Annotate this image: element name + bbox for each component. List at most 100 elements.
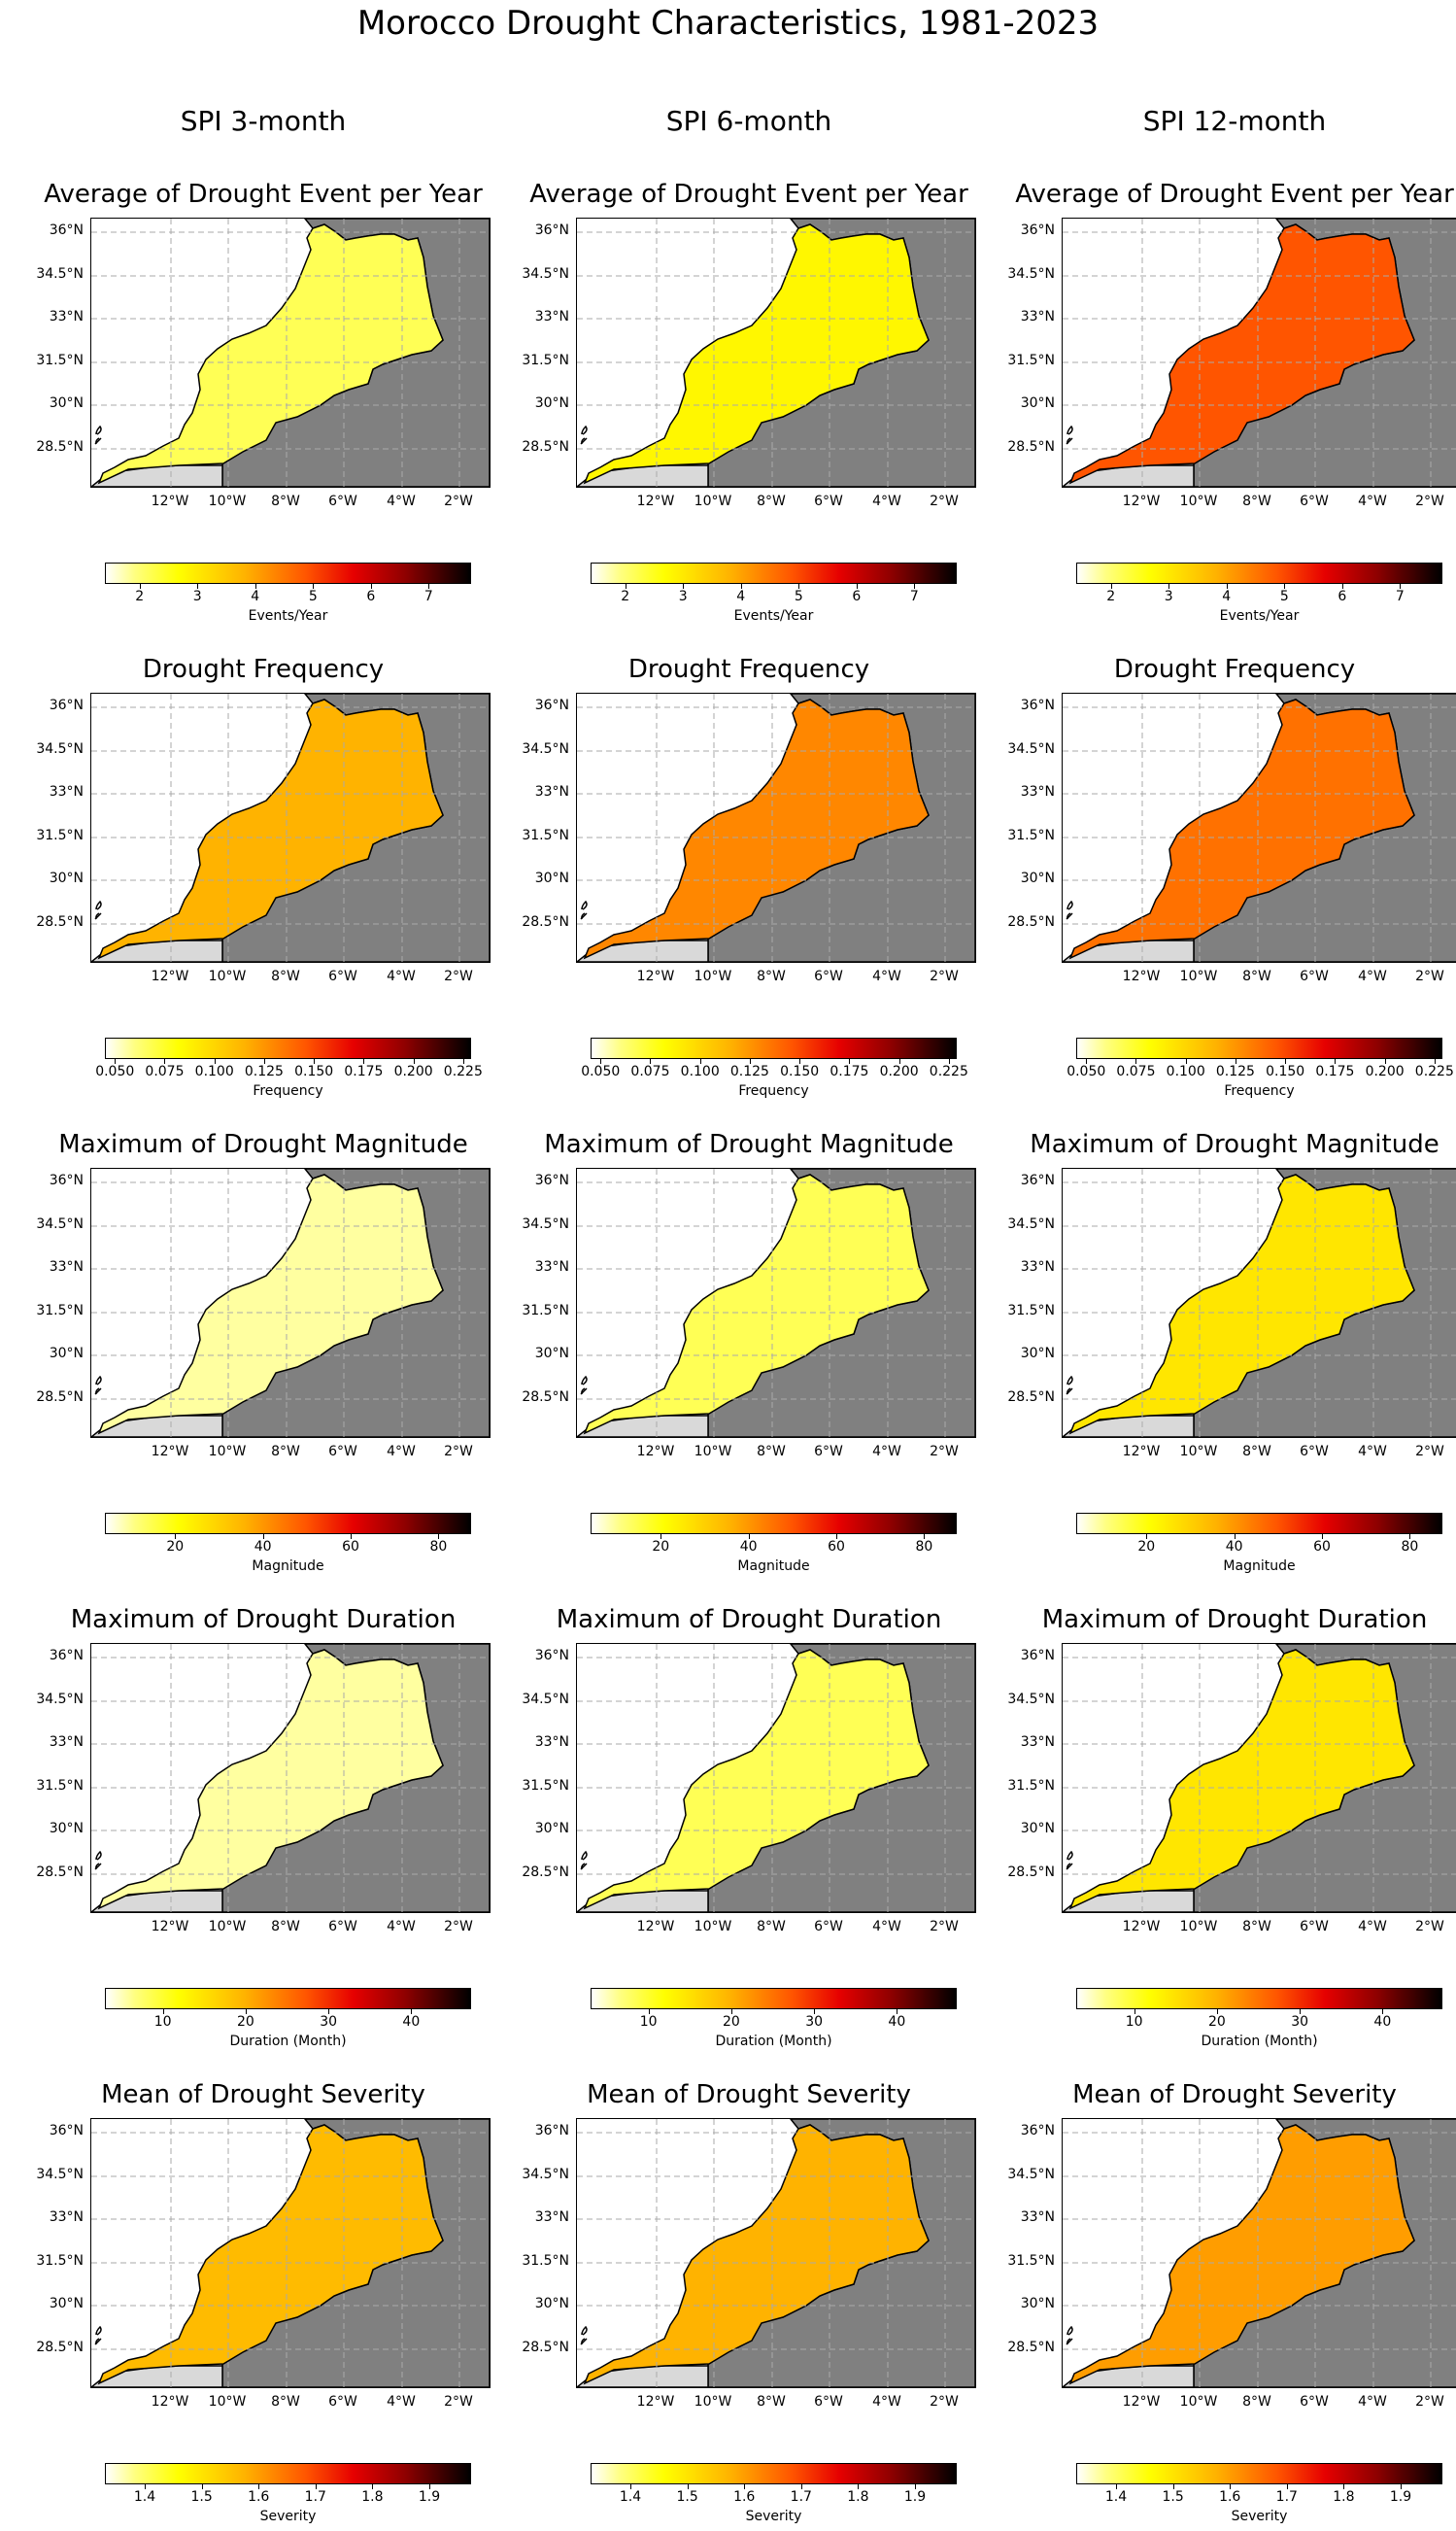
- lon-tick-label: 10°W: [208, 2394, 247, 2410]
- lat-tick-label: 30°N: [534, 2296, 569, 2311]
- colorbar-tick-label: 0.200: [1365, 1064, 1405, 1079]
- colorbar-tick-mark: [740, 584, 742, 589]
- lon-tick-label: 8°W: [757, 2394, 786, 2410]
- morocco-drought-field: [97, 1649, 444, 1910]
- colorbar-tick-label: 7: [909, 589, 919, 604]
- canary-islands-mark: [580, 1850, 588, 1870]
- column-title-spi3: SPI 3-month: [180, 105, 347, 137]
- colorbar-tick-mark: [858, 2484, 860, 2489]
- colorbar-label: Severity: [1231, 2509, 1288, 2524]
- colorbar-label: Frequency: [1224, 1083, 1295, 1099]
- colorbar-tick-label: 20: [652, 1539, 670, 1555]
- lon-tick-label: 4°W: [1358, 1444, 1387, 1459]
- colorbar: [591, 2463, 957, 2484]
- colorbar-tick-label: 3: [1164, 589, 1173, 604]
- lon-tick-label: 10°W: [694, 1919, 732, 1934]
- lon-tick-label: 4°W: [872, 1919, 901, 1934]
- panel-title: Mean of Drought Severity: [101, 2080, 425, 2109]
- colorbar-label: Magnitude: [1223, 1558, 1296, 1574]
- lon-tick-label: 12°W: [151, 2394, 189, 2410]
- colorbar-tick-label: 0.150: [780, 1064, 820, 1079]
- colorbar-tick-label: 0.050: [95, 1064, 135, 1079]
- colorbar-tick-label: 6: [852, 589, 862, 604]
- lon-tick-label: 2°W: [1415, 969, 1444, 984]
- lon-tick-label: 6°W: [328, 2394, 357, 2410]
- lat-tick-label: 30°N: [534, 1821, 569, 1836]
- colorbar: [105, 2463, 471, 2484]
- lon-tick-label: 10°W: [694, 969, 732, 984]
- column-title-spi6: SPI 6-month: [665, 105, 832, 137]
- lon-tick-label: 2°W: [1415, 2394, 1444, 2410]
- morocco-map: [576, 693, 976, 963]
- morocco-drought-field: [583, 223, 930, 485]
- colorbar-tick-label: 4: [251, 589, 260, 604]
- lon-tick-label: 8°W: [757, 1444, 786, 1459]
- colorbar-tick-mark: [214, 1059, 216, 1064]
- lat-tick-label: 34.5°N: [1007, 266, 1055, 282]
- lat-tick-label: 31.5°N: [1007, 1778, 1055, 1794]
- colorbar-label: Events/Year: [733, 608, 814, 624]
- morocco-drought-field: [97, 1174, 444, 1435]
- colorbar-label: Magnitude: [252, 1558, 324, 1574]
- lon-tick-label: 2°W: [1415, 1444, 1444, 1459]
- lon-tick-label: 12°W: [151, 969, 189, 984]
- colorbar-tick-mark: [1185, 1059, 1187, 1064]
- lon-tick-label: 12°W: [1122, 1919, 1161, 1934]
- colorbar-tick-mark: [245, 2009, 247, 2014]
- colorbar-tick-mark: [1230, 2484, 1232, 2489]
- morocco-drought-field: [1068, 1174, 1415, 1435]
- colorbar-tick-mark: [798, 584, 800, 589]
- colorbar-tick-mark: [924, 1534, 926, 1539]
- colorbar-tick-label: 0.200: [393, 1064, 433, 1079]
- colorbar-tick-mark: [1284, 584, 1286, 589]
- lon-tick-label: 12°W: [636, 969, 675, 984]
- colorbar-tick-mark: [1172, 2484, 1174, 2489]
- lon-tick-label: 2°W: [1415, 1919, 1444, 1934]
- lon-tick-label: 2°W: [444, 494, 473, 509]
- colorbar-tick-label: 0.200: [879, 1064, 919, 1079]
- lat-tick-label: 34.5°N: [36, 1216, 84, 1232]
- colorbar-tick-mark: [115, 1059, 117, 1064]
- lon-tick-label: 8°W: [271, 1444, 300, 1459]
- lon-tick-label: 10°W: [1179, 969, 1218, 984]
- colorbar: [105, 1513, 471, 1534]
- lat-tick-label: 33°N: [49, 309, 84, 325]
- lat-tick-label: 34.5°N: [522, 741, 569, 757]
- lat-tick-label: 33°N: [49, 2209, 84, 2225]
- colorbar-tick-mark: [139, 584, 141, 589]
- colorbar: [1076, 1513, 1442, 1534]
- colorbar-tick-label: 30: [1291, 2014, 1309, 2030]
- colorbar-tick-mark: [1286, 2484, 1288, 2489]
- canary-islands-mark: [1066, 425, 1073, 445]
- lon-tick-label: 4°W: [1358, 969, 1387, 984]
- colorbar-tick-label: 40: [402, 2014, 421, 2030]
- colorbar-tick-mark: [164, 1059, 166, 1064]
- lat-tick-label: 31.5°N: [1007, 1303, 1055, 1318]
- colorbar-tick-mark: [201, 2484, 203, 2489]
- colorbar-tick-mark: [313, 584, 315, 589]
- lat-tick-label: 31.5°N: [1007, 353, 1055, 368]
- lat-tick-label: 28.5°N: [36, 1389, 84, 1405]
- lon-tick-label: 10°W: [1179, 494, 1218, 509]
- lon-tick-label: 8°W: [757, 1919, 786, 1934]
- lat-tick-label: 36°N: [49, 1173, 84, 1188]
- colorbar-tick-mark: [1234, 1534, 1236, 1539]
- colorbar-tick-mark: [1335, 1059, 1337, 1064]
- colorbar-tick-label: 40: [1373, 2014, 1392, 2030]
- colorbar-tick-label: 30: [320, 2014, 338, 2030]
- lon-tick-label: 6°W: [814, 2394, 843, 2410]
- colorbar-tick-mark: [462, 1059, 464, 1064]
- lon-tick-label: 6°W: [814, 494, 843, 509]
- lat-tick-label: 33°N: [49, 1259, 84, 1275]
- colorbar-tick-label: 1.7: [304, 2489, 326, 2505]
- lat-tick-label: 33°N: [534, 784, 569, 800]
- morocco-drought-field: [583, 2124, 930, 2385]
- canary-islands-mark: [94, 425, 102, 445]
- lon-tick-label: 4°W: [387, 1919, 416, 1934]
- colorbar-tick-label: 20: [1137, 1539, 1156, 1555]
- morocco-drought-field: [1068, 223, 1415, 485]
- colorbar-tick-label: 0.100: [680, 1064, 720, 1079]
- colorbar-tick-label: 6: [366, 589, 376, 604]
- colorbar-tick-label: 10: [153, 2014, 172, 2030]
- lat-tick-label: 28.5°N: [1007, 1864, 1055, 1880]
